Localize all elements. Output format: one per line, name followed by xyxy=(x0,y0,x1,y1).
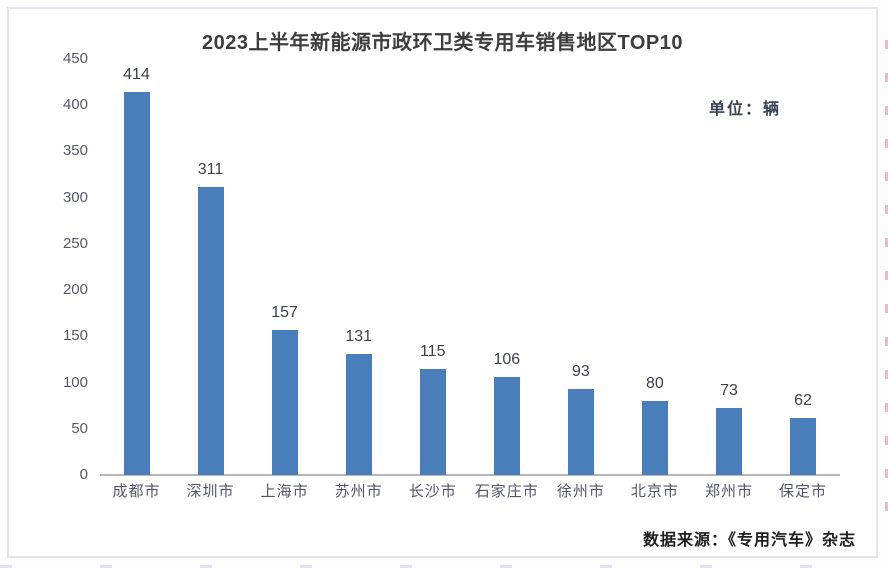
bar-value-label: 157 xyxy=(271,304,298,321)
bar-value-label: 414 xyxy=(123,66,150,83)
bar-value-label: 80 xyxy=(646,375,664,392)
category-label: 郑州市 xyxy=(704,483,753,500)
category-label: 上海市 xyxy=(260,483,309,500)
y-axis-tick-label: 100 xyxy=(62,373,88,391)
bar xyxy=(567,389,594,475)
category-label: 徐州市 xyxy=(556,483,605,500)
bar xyxy=(493,377,520,475)
category-label: 长沙市 xyxy=(408,483,457,500)
y-axis-tick-label: 300 xyxy=(62,188,88,206)
bar xyxy=(345,354,372,475)
bar xyxy=(123,92,150,475)
category-label: 北京市 xyxy=(630,483,679,500)
bar xyxy=(790,418,817,475)
bar-value-label: 73 xyxy=(720,382,738,399)
data-source-text: 数据来源：《专用汽车》杂志 xyxy=(642,532,856,549)
y-axis-tick-label: 150 xyxy=(62,327,88,345)
bar-value-label: 106 xyxy=(493,351,521,368)
bar-value-label: 311 xyxy=(197,161,224,178)
y-axis-tick-label: 350 xyxy=(62,142,88,160)
category-label: 石家庄市 xyxy=(474,483,539,500)
y-axis-tick-label: 250 xyxy=(62,234,88,252)
chart-title: 2023上半年新能源市政环卫类专用车销售地区TOP10 xyxy=(202,32,683,54)
bar xyxy=(197,187,224,475)
bar xyxy=(419,369,446,475)
category-label: 成都市 xyxy=(112,483,161,500)
bar-value-label: 62 xyxy=(794,392,812,409)
bar-value-label: 115 xyxy=(419,343,446,360)
category-label: 深圳市 xyxy=(186,483,235,500)
bar xyxy=(715,408,742,475)
category-label: 苏州市 xyxy=(334,483,383,500)
category-label: 保定市 xyxy=(779,483,828,500)
y-axis-tick-label: 400 xyxy=(62,96,88,114)
bar xyxy=(271,330,298,475)
y-axis-tick-label: 50 xyxy=(71,419,88,437)
bar xyxy=(641,401,668,475)
y-axis-tick-label: 450 xyxy=(62,50,88,67)
x-axis-line xyxy=(100,474,840,476)
y-axis-tick-label: 200 xyxy=(62,281,88,299)
bar-value-label: 131 xyxy=(345,328,373,345)
bar-value-label: 93 xyxy=(571,363,590,380)
y-axis-tick-label: 0 xyxy=(79,466,88,483)
unit-label: 单位：辆 xyxy=(709,101,782,118)
